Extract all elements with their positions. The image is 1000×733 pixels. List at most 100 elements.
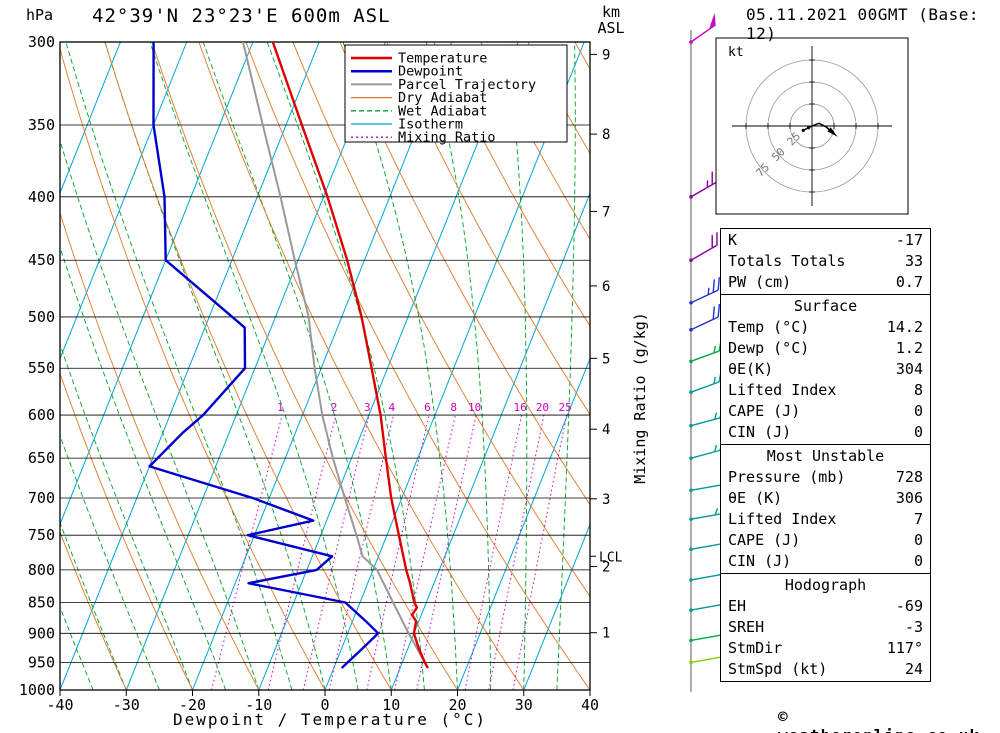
table-row-value: 7	[913, 510, 923, 528]
table-row-label: CAPE (J)	[728, 402, 801, 420]
table-row: CIN (J) 0	[721, 422, 930, 443]
svg-text:16: 16	[514, 401, 527, 414]
svg-text:850: 850	[28, 594, 55, 612]
table-row: Temp (°C) 14.2	[721, 317, 930, 338]
mixing-ratio-value-labels: 1 2 3 4 6 8 10 16 20 25	[277, 401, 572, 414]
table-row: CAPE (J) 0	[721, 401, 930, 422]
wind-barb	[689, 368, 723, 394]
legend-item-label: Mixing Ratio	[398, 130, 496, 146]
dewpoint-curve	[148, 42, 380, 669]
sounding-curves	[148, 42, 429, 669]
svg-text:1: 1	[277, 401, 284, 414]
table-row: K -17	[721, 230, 930, 251]
svg-text:10: 10	[382, 696, 400, 714]
table-row-label: StmSpd (kt)	[728, 660, 828, 678]
table-row-value: 0	[913, 423, 923, 441]
svg-text:800: 800	[28, 561, 55, 579]
svg-text:650: 650	[28, 449, 55, 467]
svg-text:-20: -20	[179, 696, 206, 714]
svg-text:10: 10	[468, 401, 481, 414]
table-row: EH -69	[721, 596, 930, 617]
mixing-ratio-axis-label: Mixing Ratio (g/kg)	[631, 312, 649, 484]
svg-text:1000: 1000	[19, 681, 55, 699]
table-row-label: θE(K)	[728, 360, 774, 378]
table-row-value: 33	[904, 252, 923, 270]
table-row-label: Lifted Index	[728, 381, 837, 399]
temperature-curve	[271, 42, 429, 669]
wind-barb	[689, 304, 721, 332]
svg-text:6: 6	[424, 401, 431, 414]
legend-item-label: Temperature	[398, 51, 487, 67]
svg-text:20: 20	[536, 401, 549, 414]
svg-text:-10: -10	[245, 696, 272, 714]
wind-barb	[689, 232, 718, 263]
parcel-trajectory-curve	[242, 42, 429, 669]
svg-text:8: 8	[450, 401, 457, 414]
table-row: Totals Totals 33	[721, 251, 930, 272]
svg-text:300: 300	[28, 33, 55, 51]
table-row-value: 728	[895, 468, 923, 486]
legend-item-label: Dry Adiabat	[398, 90, 487, 106]
table-row-label: CIN (J)	[728, 552, 792, 570]
svg-text:40: 40	[581, 696, 599, 714]
wind-barb	[689, 338, 723, 364]
pressure-tick-labels: 300 350 400 450 500 550 600 650 700 750 800 850 900 9…	[19, 33, 55, 699]
svg-text:5: 5	[602, 351, 610, 367]
svg-text:400: 400	[28, 188, 55, 206]
table-row-label: SREH	[728, 618, 765, 636]
svg-text:2: 2	[331, 401, 338, 414]
wind-barb	[689, 168, 718, 199]
svg-text:500: 500	[28, 308, 55, 326]
table-row: CIN (J) 0	[721, 551, 930, 572]
table-row-value: 0	[913, 531, 923, 549]
wind-barb	[689, 277, 721, 305]
table-row-value: 8	[913, 381, 923, 399]
svg-text:20: 20	[448, 696, 466, 714]
table-row: Lifted Index 7	[721, 509, 930, 530]
svg-text:7: 7	[602, 204, 610, 220]
table-row-label: K	[728, 231, 738, 249]
svg-text:30: 30	[515, 696, 533, 714]
table-row-value: -69	[895, 597, 923, 615]
table-row-value: -17	[895, 231, 923, 249]
table-row: Pressure (mb) 728	[721, 467, 930, 488]
svg-text:LCL: LCL	[599, 550, 623, 565]
table-row: CAPE (J) 0	[721, 530, 930, 551]
wind-barb	[689, 405, 725, 428]
legend-item-label: Isotherm	[398, 117, 463, 133]
section-header: Most Unstable	[766, 447, 885, 465]
table-row-label: EH	[728, 597, 747, 615]
table-row-value: 14.2	[886, 318, 923, 336]
table-row-label: Totals Totals	[728, 252, 846, 270]
km-axis-label: km ASL	[597, 3, 625, 37]
svg-text:9: 9	[602, 47, 610, 63]
svg-text:-30: -30	[113, 696, 140, 714]
svg-text:550: 550	[28, 359, 55, 377]
svg-text:4: 4	[388, 401, 395, 414]
table-row-value: 306	[895, 489, 923, 507]
wind-barb	[689, 12, 716, 44]
svg-text:3: 3	[602, 492, 610, 508]
indices-section: Surface Temp (°C) 14.2 Dewp (°C) 1.2 θE(K) 304…	[720, 294, 931, 445]
hodograph-unit-label: kt	[728, 45, 744, 60]
lcl-marker: LCL	[590, 550, 623, 565]
section-header: Hodograph	[784, 576, 867, 594]
isotherm-lines	[60, 42, 590, 690]
table-row: StmSpd (kt) 24	[721, 659, 930, 680]
svg-text:25: 25	[559, 401, 572, 414]
table-row-value: 1.2	[895, 339, 923, 357]
table-row: θE(K) 304	[721, 359, 930, 380]
section-header: Surface	[793, 297, 858, 315]
copyright-link[interactable]: © weatheronline.co.uk	[778, 707, 979, 733]
indices-section: Hodograph EH -69 SREH -3 StmDir 117° StmSpd (kt…	[720, 573, 931, 682]
svg-text:750: 750	[28, 526, 55, 544]
x-axis-title: Dewpoint / Temperature (°C)	[172, 710, 488, 729]
table-row-label: CIN (J)	[728, 423, 792, 441]
wet-adiabat-lines	[60, 42, 576, 690]
table-row-value: 117°	[886, 639, 923, 657]
indices-section: K -17 Totals Totals 33 PW (cm) 0.7	[720, 228, 931, 295]
